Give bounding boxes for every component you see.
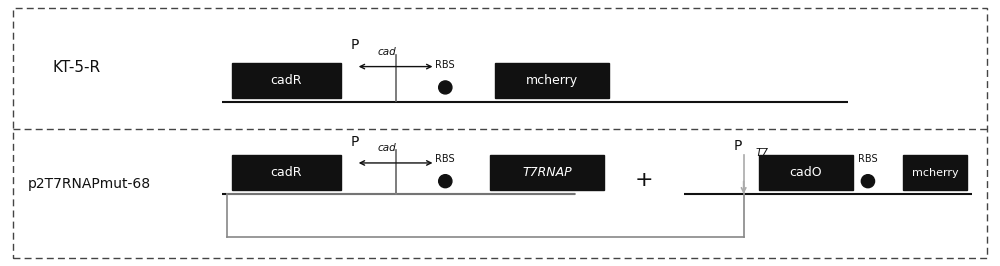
Ellipse shape [439, 175, 452, 188]
Text: cadR: cadR [270, 166, 302, 179]
Text: T7: T7 [756, 148, 769, 158]
FancyBboxPatch shape [495, 63, 609, 98]
Text: +: + [635, 170, 654, 190]
Text: cad: cad [378, 47, 396, 57]
Text: p2T7RNAPmut-68: p2T7RNAPmut-68 [28, 177, 151, 191]
Text: P: P [734, 139, 742, 152]
Text: cad: cad [378, 143, 396, 153]
Text: cadR: cadR [270, 74, 302, 87]
FancyBboxPatch shape [232, 155, 341, 190]
Ellipse shape [439, 81, 452, 94]
Text: RBS: RBS [435, 154, 455, 164]
Text: mcherry: mcherry [912, 168, 958, 178]
Text: P: P [351, 135, 359, 149]
FancyBboxPatch shape [490, 155, 604, 190]
FancyBboxPatch shape [232, 63, 341, 98]
Text: cadO: cadO [789, 166, 822, 179]
Text: RBS: RBS [435, 60, 455, 70]
Text: mcherry: mcherry [526, 74, 578, 87]
Text: KT-5-R: KT-5-R [53, 60, 101, 75]
Text: T7RNAP: T7RNAP [522, 166, 572, 179]
Text: P: P [351, 38, 359, 52]
Ellipse shape [861, 175, 875, 188]
FancyBboxPatch shape [759, 155, 853, 190]
FancyBboxPatch shape [903, 155, 967, 190]
Text: RBS: RBS [858, 154, 878, 164]
